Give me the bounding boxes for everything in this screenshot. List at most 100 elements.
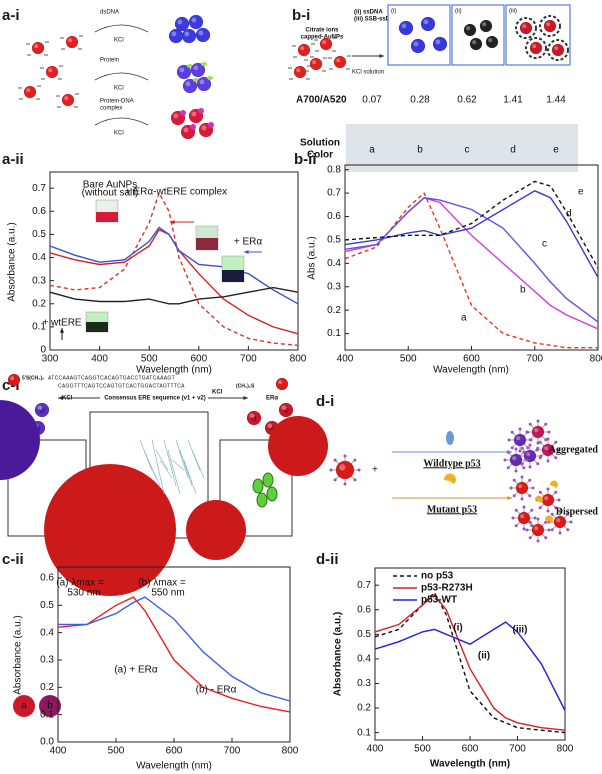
- panel-label: b-i: [292, 7, 310, 24]
- annotation: Bare AuNPs: [83, 180, 137, 191]
- salt: KCl: [114, 131, 124, 137]
- panel-label: d-ii: [316, 551, 339, 568]
- ligand-tip: [538, 456, 542, 460]
- annotation: + ERα: [234, 237, 263, 248]
- nanoparticle: [190, 62, 206, 78]
- x-tick-label: 800: [557, 744, 574, 755]
- highlight: [191, 111, 197, 117]
- y-tick-label: 0.4: [32, 252, 46, 263]
- well-label: d: [510, 145, 516, 156]
- y-tick-label: 0.5: [327, 235, 341, 246]
- ligand-tip: [357, 468, 361, 472]
- y-axis-label: Abs (a.u.): [307, 236, 318, 279]
- annotation: b: [47, 701, 53, 712]
- x-tick-label: 400: [91, 354, 108, 365]
- aggregated: Aggregated: [549, 444, 599, 455]
- ligand-tip: [538, 506, 542, 510]
- ligand-tip: [509, 486, 513, 490]
- curve-label: b: [520, 285, 526, 296]
- nanoparticle: [182, 78, 198, 94]
- curve-label: c: [542, 239, 547, 250]
- highlight: [296, 68, 301, 73]
- particle-label: v1: [251, 416, 257, 422]
- y-tick-label: 0.0: [40, 737, 54, 748]
- protein: [193, 78, 199, 82]
- x-axis-label: Wavelength (nm): [136, 365, 212, 376]
- y-tick-label: 0.1: [357, 727, 371, 738]
- highlight: [185, 81, 191, 87]
- ligand-tip: [536, 419, 540, 423]
- y-tick-label: 0.4: [327, 258, 341, 269]
- highlight: [554, 46, 559, 51]
- annotation: (a) + ERα: [114, 665, 158, 676]
- ligand-tip: [554, 456, 558, 460]
- arrow-head: [60, 328, 64, 333]
- highlight: [520, 514, 525, 519]
- ligand-tip: [528, 465, 532, 469]
- x-tick-label: 800: [290, 354, 307, 365]
- ligand-tip: [512, 494, 516, 498]
- annotation: (a) λmax =: [56, 578, 104, 589]
- annotation: + ERα-wtERE complex: [125, 187, 227, 198]
- x-tick-label: 700: [509, 744, 526, 755]
- y-tick-label: 0.2: [32, 298, 46, 309]
- np-label: Citrate ions: [305, 28, 339, 34]
- plus: +: [372, 465, 378, 476]
- ligand-tip: [343, 482, 347, 486]
- y-tick-label: 0.5: [357, 629, 371, 640]
- highlight: [183, 127, 189, 133]
- well: [39, 695, 61, 717]
- y-axis-label: Absorbance (a.u.): [13, 615, 24, 695]
- series-line: [344, 190, 599, 278]
- x-tick-label: 500: [400, 354, 417, 365]
- ligand-tip: [525, 458, 529, 462]
- highlight: [435, 39, 441, 45]
- arrow-head: [379, 54, 384, 58]
- highlight: [68, 38, 73, 43]
- ligand-tip: [533, 516, 537, 520]
- nanoparticle: [485, 35, 499, 49]
- nanoparticle: [479, 19, 493, 33]
- ligand-tip: [503, 458, 507, 462]
- salt: KCl: [114, 86, 124, 92]
- mutant-icon: [544, 515, 553, 523]
- y-tick-label: 0.2: [357, 703, 371, 714]
- mutant-icon: [443, 473, 456, 484]
- ligand-tip: [333, 458, 337, 462]
- nanoparticle: [509, 453, 523, 467]
- ligand-tip: [536, 517, 540, 521]
- annotation: + wtERE: [42, 318, 82, 329]
- ligand-tip: [522, 505, 526, 509]
- dna: [159, 459, 173, 479]
- ligand-tip: [520, 475, 524, 479]
- dna: [179, 449, 193, 487]
- ligand-tip: [528, 443, 532, 447]
- y-tick-label: 0.6: [32, 206, 46, 217]
- arrow-head: [507, 496, 512, 500]
- ratio-value: 1.41: [503, 95, 523, 106]
- ligand-tip: [353, 458, 357, 462]
- highlight: [278, 380, 283, 385]
- annotation: (without salt): [82, 188, 139, 199]
- ligand-tip: [514, 524, 518, 528]
- ligand-tip: [522, 466, 526, 470]
- y-tick-label: 0.6: [327, 211, 341, 222]
- nanoparticle: [31, 41, 45, 55]
- x-axis-label: Wavelength (nm): [433, 365, 509, 376]
- highlight: [556, 518, 561, 523]
- ratio-value: 0.07: [362, 95, 382, 106]
- x-tick-label: 400: [337, 354, 354, 365]
- ligand-tip: [566, 528, 570, 532]
- well-label: c: [465, 145, 470, 156]
- highlight: [413, 41, 419, 47]
- highlight: [64, 96, 69, 101]
- ligand-tip: [536, 462, 540, 466]
- ligand-tip: [558, 509, 562, 513]
- ligand-tip: [546, 509, 550, 513]
- nanoparticle: [297, 43, 311, 57]
- x-axis-label: Wavelength (nm): [430, 759, 510, 770]
- wildtype-icon: [446, 431, 454, 445]
- y-tick-label: 0.2: [327, 305, 341, 316]
- ratio-value: 0.62: [457, 95, 477, 106]
- ligand-tip: [544, 422, 548, 426]
